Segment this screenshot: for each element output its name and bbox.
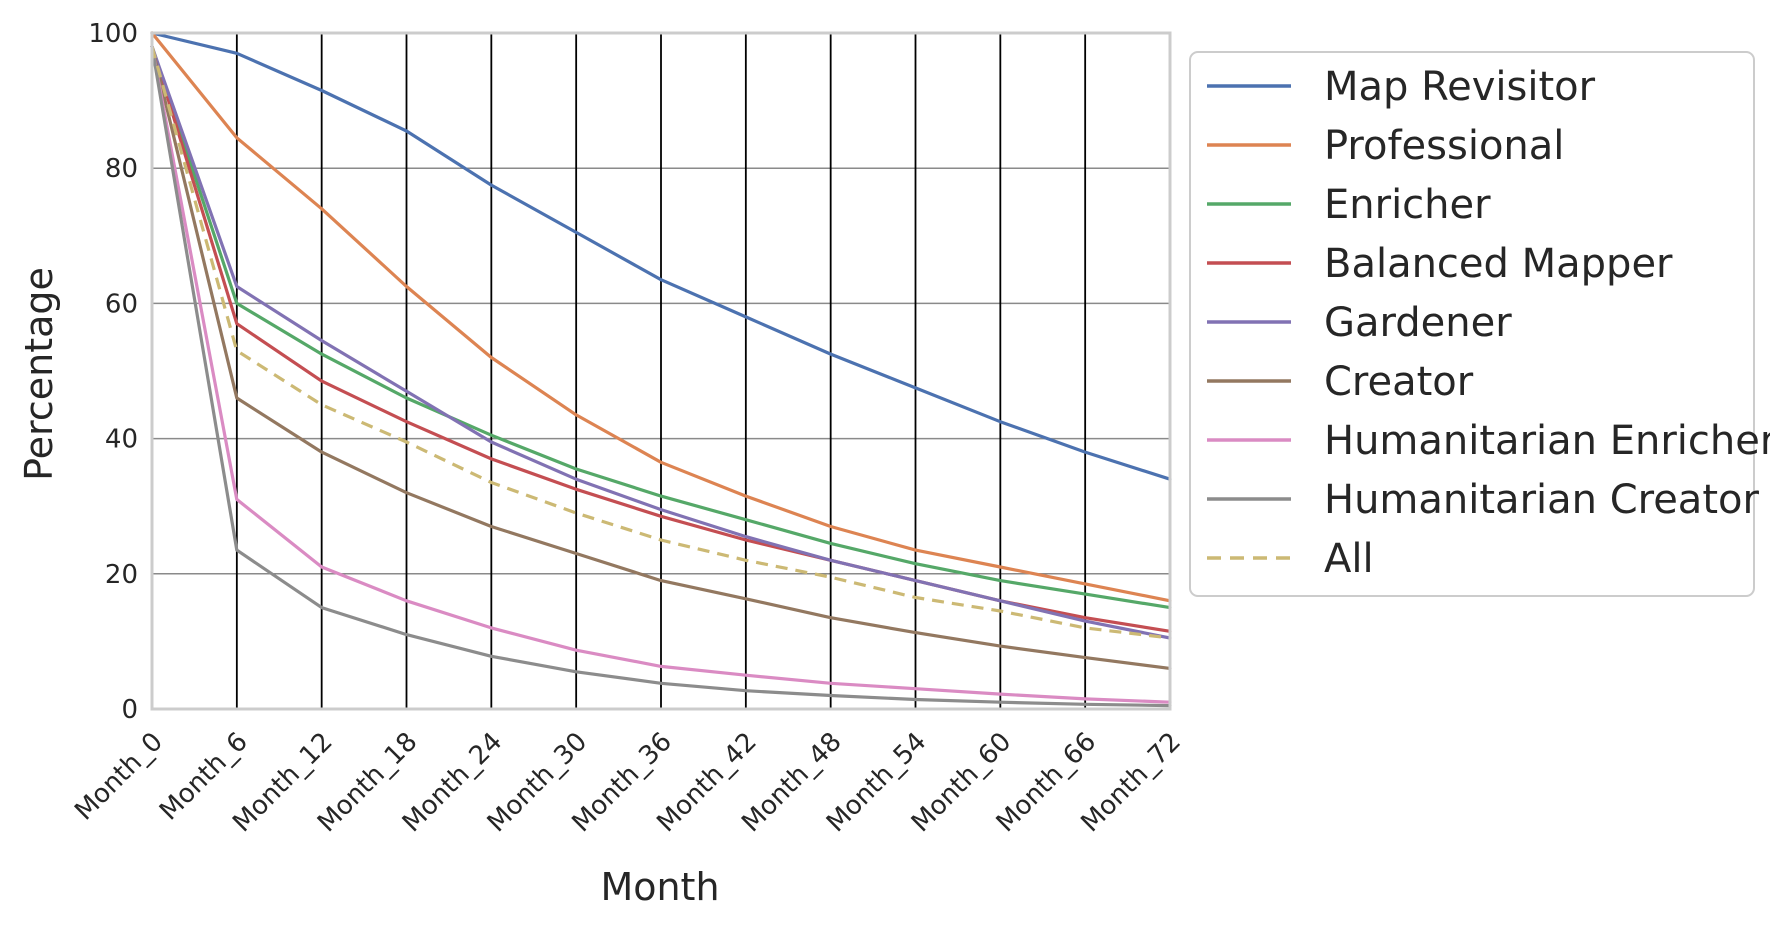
series-line-creator xyxy=(150,44,1172,671)
series-lines xyxy=(150,31,1172,708)
legend-label: Balanced Mapper xyxy=(1324,241,1673,287)
legend-label: Humanitarian Enricher xyxy=(1324,418,1770,464)
legend-label: Humanitarian Creator xyxy=(1324,477,1759,523)
y-axis-label: Percentage xyxy=(17,267,61,481)
legend-label: Map Revisitor xyxy=(1324,64,1596,110)
y-tick-label: 0 xyxy=(121,695,138,725)
y-tick-labels: 0 20 40 60 80 100 xyxy=(88,19,138,725)
series-line-enricher xyxy=(150,44,1172,610)
legend-label: Gardener xyxy=(1324,300,1512,346)
legend-frame xyxy=(1189,51,1755,597)
legend-label: Professional xyxy=(1324,123,1564,169)
series-line-map-revisitor xyxy=(150,31,1172,481)
series-line-humanitarian-enricher xyxy=(150,44,1172,704)
series-line-all xyxy=(150,46,1171,640)
y-tick-label: 100 xyxy=(88,19,138,49)
legend: Map Revisitor Professional Enricher Balance… xyxy=(1189,51,1770,597)
y-tick-label: 20 xyxy=(105,560,138,590)
legend-label: All xyxy=(1324,536,1374,582)
vertical-gridlines xyxy=(235,33,1087,709)
x-axis-label: Month xyxy=(600,865,719,909)
series-line-gardener xyxy=(150,44,1172,640)
y-tick-label: 40 xyxy=(105,425,138,455)
legend-label: Creator xyxy=(1324,359,1474,405)
series-line-humanitarian-creator xyxy=(150,44,1172,708)
y-tick-label: 80 xyxy=(105,154,138,184)
y-tick-label: 60 xyxy=(105,289,138,319)
plot-frame xyxy=(150,31,1172,711)
series-line-professional xyxy=(150,31,1172,603)
legend-label: Enricher xyxy=(1324,182,1491,228)
